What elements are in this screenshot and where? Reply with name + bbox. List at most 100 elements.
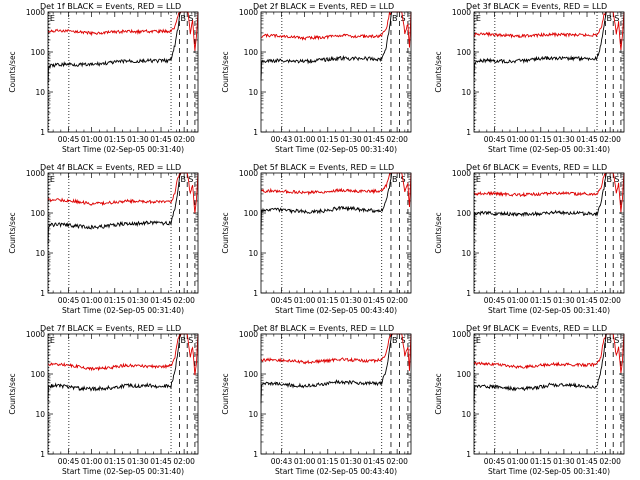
y-tick-label: 1000 [452, 330, 471, 339]
event-marker-label: S [614, 175, 619, 184]
x-tick-label: 02:00 [386, 135, 408, 144]
y-tick-label: 1 [466, 289, 471, 298]
detector-panel-1: Det 1f BLACK = Events, RED = LLD Counts/s… [8, 2, 199, 154]
y-tick-label: 10 [35, 88, 45, 97]
x-tick-label: 01:30 [553, 296, 575, 305]
x-tick-label: 01:00 [81, 296, 103, 305]
x-tick-label: 01:45 [150, 457, 172, 466]
detector-panel-2: Det 2f BLACK = Events, RED = LLD Counts/s… [221, 2, 412, 154]
y-tick-label: 1 [466, 450, 471, 459]
x-tick-label: 02:00 [386, 457, 408, 466]
y-axis-label: Counts/sec [8, 212, 17, 253]
x-tick-label: 01:30 [127, 135, 149, 144]
x-tick-label: 01:15 [317, 296, 339, 305]
x-tick-label: 00:45 [484, 296, 506, 305]
panel-title: Det 3f BLACK = Events, RED = LLD [466, 2, 607, 11]
plot-frame [473, 333, 625, 455]
x-tick-label: 01:00 [294, 296, 316, 305]
lld-series-line [473, 333, 625, 374]
event-marker-label: B [392, 336, 398, 345]
events-series-line [473, 333, 607, 402]
x-tick-label: 02:00 [386, 296, 408, 305]
y-tick-label: 10 [461, 249, 471, 258]
y-tick-label: 1000 [26, 169, 45, 178]
event-marker-label: E [476, 14, 481, 23]
detector-panel-9: Det 9f BLACK = Events, RED = LLD Counts/s… [434, 324, 625, 476]
y-tick-label: 1000 [239, 8, 258, 17]
y-tick-label: 100 [31, 370, 46, 379]
y-axis-label: Counts/sec [434, 373, 443, 414]
x-tick-label: 01:45 [363, 135, 385, 144]
event-marker-label: S [614, 336, 619, 345]
event-marker-label: E [50, 336, 55, 345]
event-marker-label: B [607, 336, 613, 345]
x-tick-label: 00:45 [484, 135, 506, 144]
x-tick-label: 02:00 [173, 457, 195, 466]
events-series-line [473, 11, 607, 77]
x-tick-label: 01:30 [127, 457, 149, 466]
x-tick-label: 01:15 [530, 135, 552, 144]
y-tick-label: 100 [244, 209, 259, 218]
y-tick-label: 100 [244, 370, 259, 379]
event-marker-label: B [392, 14, 398, 23]
lld-series-line [260, 11, 412, 48]
y-tick-label: 1 [40, 128, 45, 137]
y-tick-label: 1000 [239, 169, 258, 178]
y-tick-label: 1 [40, 450, 45, 459]
detector-panel-8: Det 8f BLACK = Events, RED = LLD Counts/s… [221, 324, 412, 476]
x-tick-label: 01:30 [553, 135, 575, 144]
detector-panel-6: Det 6f BLACK = Events, RED = LLD Counts/s… [434, 163, 625, 315]
event-marker-label: E [476, 175, 481, 184]
plot-frame [47, 333, 199, 455]
x-axis-label: Start Time (02-Sep-05 00:31:40) [275, 145, 397, 154]
x-axis-label: Start Time (02-Sep-05 00:31:40) [62, 467, 184, 476]
detector-panel-3: Det 3f BLACK = Events, RED = LLD Counts/s… [434, 2, 625, 154]
x-tick-label: 01:45 [150, 296, 172, 305]
x-axis-label: Start Time (02-Sep-05 00:43:40) [275, 467, 397, 476]
event-marker-label: S [188, 14, 193, 23]
event-marker-label: S [188, 175, 193, 184]
x-tick-label: 01:00 [294, 457, 316, 466]
y-tick-label: 10 [248, 88, 258, 97]
events-series-line [47, 333, 181, 401]
plot-frame [260, 333, 412, 455]
x-tick-label: 01:15 [317, 457, 339, 466]
y-tick-label: 100 [31, 48, 46, 57]
x-tick-label: 01:30 [340, 135, 362, 144]
y-tick-label: 100 [457, 48, 472, 57]
lld-series-line [473, 11, 625, 51]
events-series-line [260, 333, 393, 404]
y-tick-label: 1000 [26, 330, 45, 339]
x-tick-label: 01:15 [317, 135, 339, 144]
x-tick-label: 01:00 [81, 135, 103, 144]
x-tick-label: 01:00 [507, 296, 529, 305]
event-marker-label: B [607, 14, 613, 23]
plot-frame [473, 172, 625, 294]
lld-series-line [473, 172, 625, 213]
x-tick-label: 02:00 [599, 457, 621, 466]
x-tick-label: 01:15 [104, 457, 126, 466]
event-marker-label: E [476, 336, 481, 345]
x-tick-label: 01:15 [104, 296, 126, 305]
y-axis-label: Counts/sec [221, 373, 230, 414]
y-tick-label: 1000 [26, 8, 45, 17]
x-axis-label: Start Time (02-Sep-05 00:43:40) [275, 306, 397, 315]
y-tick-label: 10 [248, 410, 258, 419]
lld-series-line [260, 333, 412, 371]
y-axis-label: Counts/sec [8, 373, 17, 414]
y-tick-label: 1000 [452, 169, 471, 178]
event-marker-label: B [607, 175, 613, 184]
event-marker-label: S [614, 14, 619, 23]
x-tick-label: 01:00 [294, 135, 316, 144]
x-tick-label: 01:45 [576, 457, 598, 466]
lld-series-line [47, 11, 199, 51]
event-marker-label: S [188, 336, 193, 345]
plot-frame [260, 172, 412, 294]
panel-title: Det 2f BLACK = Events, RED = LLD [253, 2, 394, 11]
event-marker-label: B [181, 336, 187, 345]
y-tick-label: 1 [253, 289, 258, 298]
x-axis-label: Start Time (02-Sep-05 00:31:40) [62, 145, 184, 154]
lld-series-line [260, 172, 412, 208]
x-tick-label: 00:45 [484, 457, 506, 466]
